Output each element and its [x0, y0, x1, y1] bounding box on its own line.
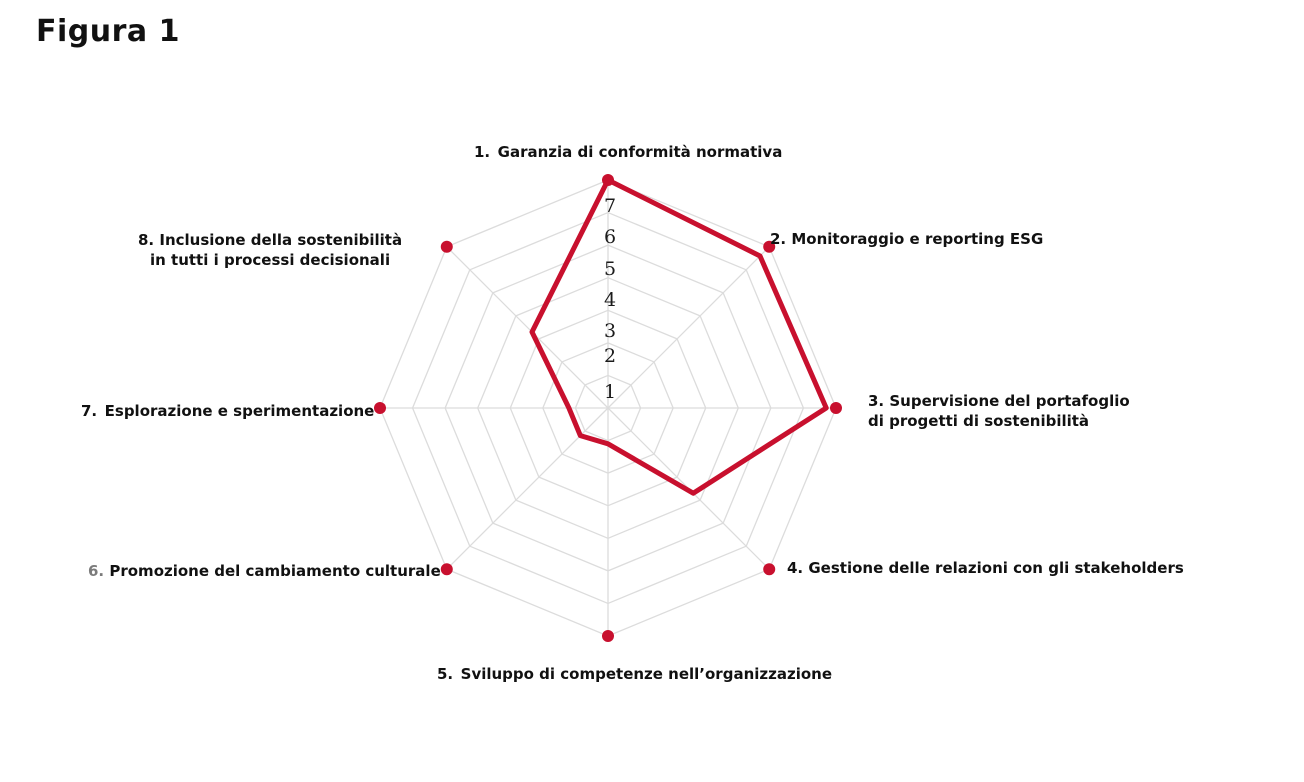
- axis-marker-4: [763, 563, 776, 576]
- axis-label-7-index: 7.: [81, 402, 98, 420]
- axis-label-6-text: Promozione del cambiamento culturale: [104, 562, 441, 580]
- axis-marker-1: [602, 174, 614, 186]
- tick-label-5: 5: [604, 258, 617, 280]
- axis-label-4: 4. Gestione delle relazioni con gli stak…: [787, 559, 1184, 579]
- tick-label-4: 4: [604, 289, 617, 311]
- axis-label-4-text: Gestione delle relazioni con gli stakeho…: [803, 559, 1184, 577]
- spoke-axis-6: [446, 407, 609, 570]
- axis-label-5: 5. Sviluppo di competenze nell’organizza…: [437, 665, 832, 685]
- axis-label-3-text-line2: di progetti di sostenibilità: [868, 411, 1090, 430]
- radar-axis-markers: [374, 174, 842, 642]
- axis-label-8-text-line2: in tutti i processi decisionali: [150, 250, 391, 269]
- axis-marker-5: [602, 630, 614, 642]
- axis-label-8-index: 8.: [138, 231, 155, 249]
- axis-label-4-index: 4.: [787, 559, 804, 577]
- axis-label-2: 2. Monitoraggio e reporting ESG: [770, 230, 1043, 250]
- axis-label-2-index: 2.: [770, 230, 787, 248]
- tick-label-1: 1: [604, 381, 617, 403]
- radar-series-polygon: [529, 177, 829, 496]
- spoke-axis-2: [607, 246, 770, 409]
- axis-label-5-index: 5.: [437, 665, 454, 683]
- tick-label-6: 6: [604, 226, 617, 248]
- axis-label-3: 3. Supervisione del portafoglio di proget…: [868, 392, 1130, 432]
- spoke-axis-8: [446, 246, 609, 409]
- axis-label-1-text: Garanzia di conformità normativa: [490, 143, 783, 161]
- axis-label-7-text: Esplorazione e sperimentazione: [97, 402, 375, 420]
- axis-marker-2: [763, 240, 776, 253]
- tick-label-2: 2: [604, 345, 617, 367]
- page-title: Figura 1: [36, 14, 180, 49]
- axis-label-1: 1. Garanzia di conformità normativa: [474, 143, 782, 163]
- tick-label-7: 7: [604, 195, 617, 217]
- axis-marker-3: [830, 402, 842, 414]
- axis-label-2-text: Monitoraggio e reporting ESG: [786, 230, 1044, 248]
- axis-marker-7: [374, 402, 386, 414]
- axis-label-3-index: 3.: [868, 392, 885, 410]
- tick-label-3: 3: [604, 320, 617, 342]
- axis-label-8: 8. Inclusione della sostenibilità in tutt…: [138, 231, 402, 271]
- axis-label-5-text: Sviluppo di competenze nell’organizzazio…: [453, 665, 833, 683]
- axis-label-8-text-line1: Inclusione della sostenibilità: [154, 231, 403, 249]
- axis-label-6: 6. Promozione del cambiamento culturale: [88, 562, 441, 582]
- axis-marker-6: [440, 563, 453, 576]
- axis-label-7: 7. Esplorazione e sperimentazione: [81, 402, 374, 422]
- axis-label-1-index: 1.: [474, 143, 491, 161]
- series-polygon-1: [529, 177, 829, 496]
- axis-marker-8: [440, 240, 453, 253]
- axis-label-3-text-line1: Supervisione del portafoglio: [884, 392, 1130, 410]
- axis-label-6-index: 6.: [88, 562, 105, 580]
